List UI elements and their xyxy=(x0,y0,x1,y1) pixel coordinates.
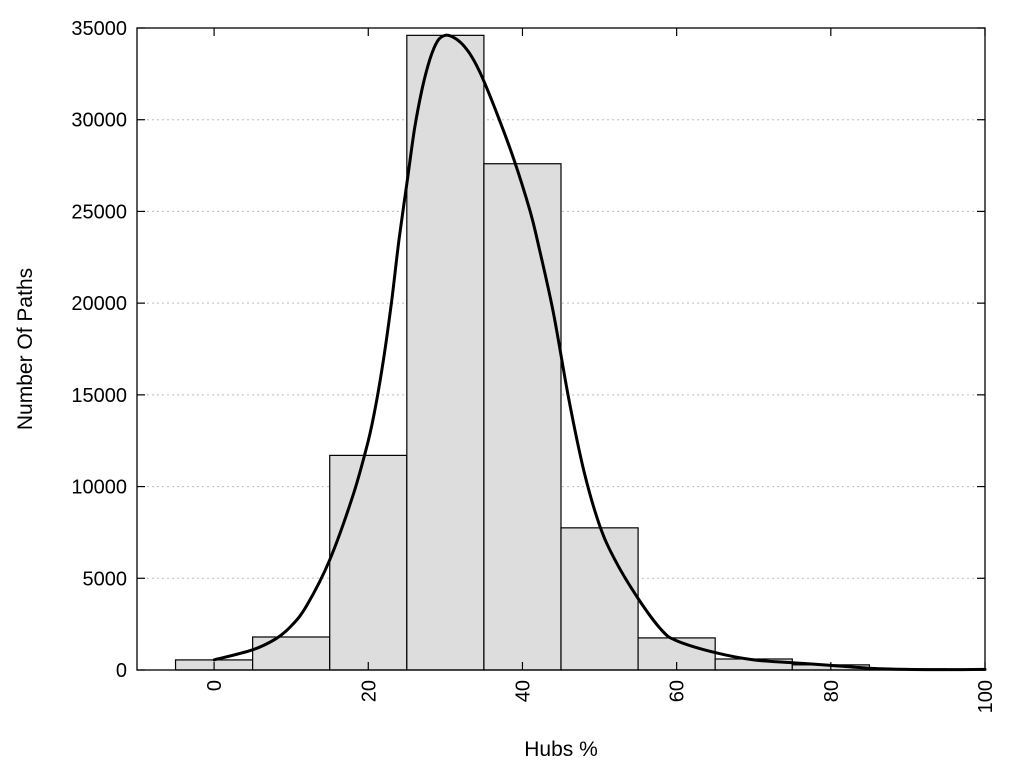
bar-1 xyxy=(252,636,331,671)
y-axis-label: Number Of Paths xyxy=(14,268,37,430)
y-tick-label-5000: 5000 xyxy=(83,568,128,590)
x-tick-label-0: 0 xyxy=(204,680,226,691)
x-tick-label-20: 20 xyxy=(358,680,380,702)
y-tick-label-15000: 15000 xyxy=(71,385,127,407)
bar-2 xyxy=(329,454,408,671)
y-tick-label-20000: 20000 xyxy=(71,293,127,315)
y-tick-label-0: 0 xyxy=(116,660,127,682)
x-tick-label-80: 80 xyxy=(821,680,843,702)
x-axis-label: Hubs % xyxy=(524,738,598,761)
bar-5 xyxy=(560,527,639,671)
y-tick-label-10000: 10000 xyxy=(71,477,127,499)
density-curve-layer xyxy=(212,33,987,672)
bar-4 xyxy=(483,163,562,671)
y-tick-label-35000: 35000 xyxy=(71,18,127,40)
histogram-bars xyxy=(174,34,986,671)
bar-3 xyxy=(406,34,485,671)
x-tick-label-40: 40 xyxy=(513,680,535,702)
plot-frame xyxy=(136,27,986,671)
axis-ticks xyxy=(137,27,986,671)
y-tick-label-25000: 25000 xyxy=(71,201,127,223)
density-curve xyxy=(212,33,987,672)
y-tick-label-30000: 30000 xyxy=(71,110,127,132)
x-tick-label-100: 100 xyxy=(975,680,997,713)
grid-lines xyxy=(137,119,985,579)
x-tick-label-60: 60 xyxy=(667,680,689,702)
tick-labels: 0 5000 10000 15000 20000 25000 30000 35000 0 20 40… xyxy=(71,18,997,713)
